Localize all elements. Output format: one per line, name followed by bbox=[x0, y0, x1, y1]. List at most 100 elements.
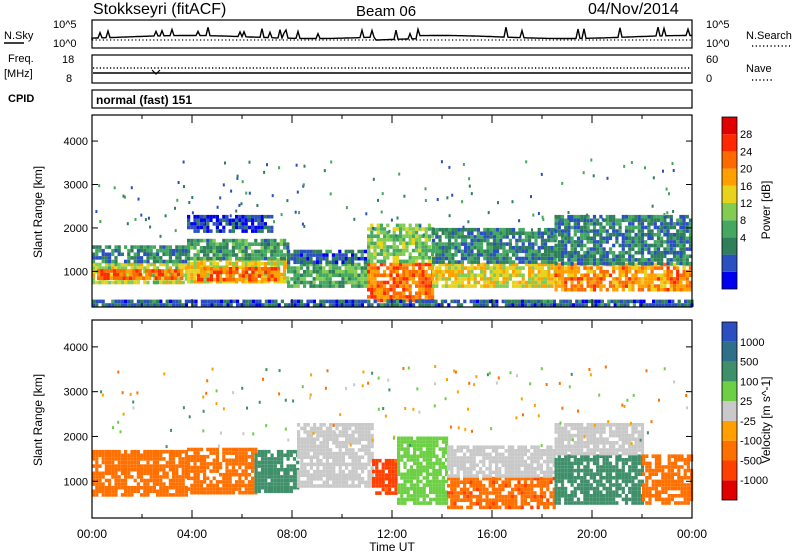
heatmap-cell bbox=[111, 303, 115, 307]
heatmap-cell bbox=[634, 277, 638, 281]
heatmap-cell bbox=[589, 240, 593, 244]
heatmap-cell bbox=[669, 287, 673, 292]
heatmap-cell bbox=[460, 284, 464, 288]
heatmap-cell bbox=[424, 284, 428, 288]
heatmap-cell bbox=[411, 256, 415, 260]
heatmap-cell bbox=[515, 273, 519, 278]
heatmap-cell bbox=[564, 254, 568, 259]
heatmap-cell bbox=[287, 249, 291, 254]
heatmap-cell bbox=[293, 277, 297, 281]
heatmap-cell bbox=[400, 483, 404, 487]
heatmap-cell bbox=[553, 277, 557, 281]
heatmap-cell bbox=[290, 256, 294, 261]
heatmap-cell bbox=[570, 261, 574, 266]
heatmap-cell bbox=[152, 457, 156, 461]
heatmap-cell bbox=[216, 274, 220, 278]
heatmap-cell bbox=[383, 241, 387, 246]
heatmap-cell bbox=[599, 266, 603, 270]
heatmap-cell bbox=[502, 245, 506, 250]
heatmap-cell bbox=[204, 299, 208, 304]
heatmap-cell bbox=[303, 462, 307, 467]
heatmap-cell bbox=[312, 284, 316, 288]
heatmap-cell bbox=[392, 238, 396, 242]
heatmap-cell bbox=[450, 452, 454, 457]
velocity-heatmap-cells bbox=[92, 365, 694, 510]
heatmap-cell bbox=[264, 489, 268, 494]
heatmap-cell bbox=[257, 478, 261, 483]
heatmap-cell bbox=[515, 284, 519, 288]
heatmap-cell bbox=[653, 287, 657, 292]
heatmap-cell bbox=[444, 284, 448, 288]
heatmap-cell bbox=[533, 299, 537, 304]
heatmap-cell bbox=[140, 485, 144, 490]
heatmap-cell bbox=[537, 235, 541, 239]
heatmap-cell bbox=[650, 232, 654, 237]
heatmap-cell bbox=[618, 261, 622, 266]
heatmap-cell bbox=[292, 485, 297, 490]
heatmap-cell bbox=[194, 303, 198, 307]
heatmap-cell bbox=[599, 269, 603, 274]
heatmap-cell bbox=[244, 451, 248, 455]
heatmap-cell bbox=[482, 476, 486, 481]
heatmap-cell bbox=[193, 462, 197, 466]
heatmap-cell bbox=[299, 253, 303, 257]
heatmap-cell bbox=[111, 471, 115, 476]
heatmap-cell bbox=[505, 249, 509, 254]
heatmap-cell bbox=[114, 248, 118, 253]
heatmap-cell bbox=[315, 277, 319, 281]
heatmap-cell bbox=[567, 261, 571, 266]
heatmap-cell bbox=[178, 256, 182, 260]
heatmap-cell bbox=[245, 267, 249, 271]
heatmap-cell bbox=[570, 284, 574, 288]
heatmap-cell bbox=[389, 269, 393, 274]
heatmap-cell bbox=[676, 277, 680, 281]
heatmap-cell bbox=[354, 426, 358, 431]
heatmap-cell bbox=[441, 269, 445, 274]
heatmap-cell bbox=[496, 238, 500, 243]
heatmap-cell bbox=[140, 266, 144, 270]
heatmap-cell bbox=[546, 502, 550, 506]
heatmap-cell bbox=[364, 451, 368, 456]
heatmap-cell bbox=[540, 231, 544, 236]
heatmap-cell bbox=[660, 243, 664, 248]
heatmap-cell bbox=[370, 238, 374, 242]
heatmap-cell bbox=[215, 480, 219, 484]
heatmap-cell bbox=[299, 249, 303, 254]
heatmap-cell bbox=[554, 254, 558, 259]
heatmap-cell bbox=[193, 225, 197, 230]
heatmap-cell bbox=[637, 269, 641, 274]
heatmap-cell bbox=[451, 235, 455, 239]
heatmap-cell bbox=[328, 269, 332, 274]
heatmap-cell bbox=[424, 280, 428, 285]
heatmap-cell bbox=[98, 485, 102, 490]
heatmap-cell bbox=[589, 258, 593, 262]
heatmap-cell bbox=[315, 260, 319, 265]
heatmap-cell bbox=[111, 489, 115, 494]
heatmap-cell bbox=[193, 272, 197, 277]
heatmap-cell bbox=[168, 482, 172, 486]
heatmap-cell bbox=[196, 490, 200, 495]
heatmap-cell bbox=[159, 467, 163, 472]
heatmap-cell bbox=[178, 493, 182, 497]
heatmap-cell bbox=[341, 469, 345, 474]
heatmap-cell bbox=[367, 273, 371, 278]
heatmap-cell bbox=[247, 261, 251, 266]
heatmap-cell bbox=[116, 269, 120, 273]
heatmap-cell bbox=[143, 248, 147, 253]
heatmap-cell bbox=[257, 460, 261, 465]
heatmap-cell bbox=[174, 229, 177, 233]
heatmap-cell bbox=[209, 274, 213, 278]
heatmap-cell bbox=[114, 299, 118, 304]
heatmap-cell bbox=[263, 238, 267, 243]
heatmap-cell bbox=[612, 214, 616, 219]
heatmap-cell bbox=[251, 218, 255, 223]
heatmap-cell bbox=[149, 457, 153, 461]
heatmap-cell bbox=[219, 253, 223, 257]
heatmap-cell bbox=[676, 229, 680, 233]
heatmap-cell bbox=[361, 469, 365, 474]
heatmap-cell bbox=[117, 280, 121, 285]
heatmap-cell bbox=[136, 471, 140, 476]
y-tick-label: 1000 bbox=[64, 266, 88, 278]
heatmap-cell bbox=[528, 284, 532, 288]
heatmap-cell bbox=[536, 299, 540, 304]
